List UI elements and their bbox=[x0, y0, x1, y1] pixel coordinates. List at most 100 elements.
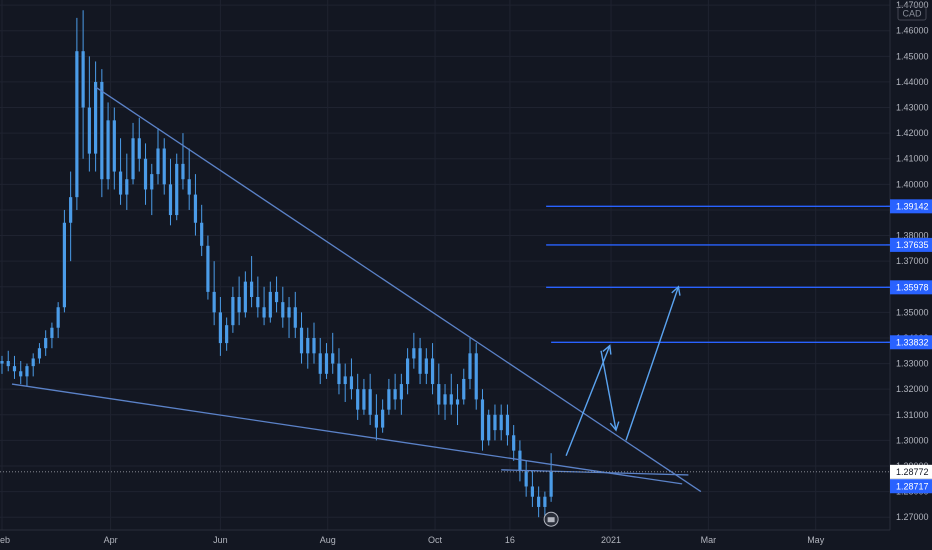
level-label-bg bbox=[890, 237, 932, 252]
candle-body bbox=[81, 51, 85, 108]
candle-body bbox=[156, 148, 160, 175]
arrow-shaft bbox=[600, 350, 617, 431]
trendlines[interactable] bbox=[11, 86, 702, 493]
level-label-bg bbox=[890, 335, 932, 350]
candle-body bbox=[418, 348, 422, 374]
candle-body bbox=[493, 414, 497, 431]
candle-body bbox=[56, 307, 60, 328]
y-tick-label: 1.44000 bbox=[896, 77, 929, 87]
candle-body bbox=[455, 399, 460, 405]
candle-body bbox=[212, 291, 216, 313]
arrow-head bbox=[602, 344, 612, 355]
candle-body bbox=[306, 337, 310, 354]
candle-body bbox=[100, 81, 104, 180]
candle-body bbox=[499, 414, 503, 431]
y-tick-label: 1.40000 bbox=[896, 179, 929, 189]
y-tick-label: 1.47000 bbox=[896, 0, 929, 10]
candle-body bbox=[293, 307, 297, 328]
candle-body bbox=[399, 384, 403, 400]
event-marker-glyph bbox=[547, 517, 555, 523]
candle-body bbox=[443, 394, 447, 405]
candle-body bbox=[200, 222, 204, 246]
candle-body bbox=[424, 358, 428, 374]
candle-body bbox=[262, 307, 266, 318]
x-tick-label: 2021 bbox=[601, 535, 621, 545]
candle-body bbox=[349, 376, 354, 390]
candle-body bbox=[25, 366, 29, 377]
x-tick-label: Apr bbox=[104, 535, 118, 545]
y-tick-label: 1.45000 bbox=[896, 51, 929, 61]
candle-body bbox=[0, 361, 4, 364]
currency-badge[interactable]: CAD bbox=[897, 5, 927, 21]
candle-body bbox=[512, 435, 516, 451]
candle-body bbox=[143, 158, 148, 190]
candle-body bbox=[530, 486, 534, 497]
candle-body bbox=[125, 179, 129, 195]
grid-lines bbox=[0, 0, 890, 530]
candle-body bbox=[31, 358, 35, 367]
candle-body bbox=[131, 138, 135, 180]
candle-body bbox=[268, 291, 272, 318]
candle-body bbox=[287, 307, 291, 318]
level-lines[interactable] bbox=[546, 205, 890, 343]
candle-body bbox=[537, 496, 541, 507]
candle-body bbox=[387, 389, 391, 410]
current-price-label-bg bbox=[890, 464, 932, 479]
candle-body bbox=[225, 325, 229, 344]
candle-body bbox=[505, 414, 510, 436]
arrow-head bbox=[671, 285, 681, 296]
candle-body bbox=[168, 184, 173, 216]
candle-body bbox=[187, 179, 191, 195]
currency-label: CAD bbox=[902, 9, 922, 19]
y-tick-label: 1.42000 bbox=[896, 128, 929, 138]
candle-body bbox=[62, 222, 66, 308]
candle-body bbox=[274, 291, 279, 303]
candle-body bbox=[112, 120, 116, 172]
x-tick-label: Mar bbox=[701, 535, 717, 545]
candle-body bbox=[256, 297, 260, 308]
x-tick-label: May bbox=[807, 535, 825, 545]
candle-body bbox=[543, 496, 547, 507]
candle-body bbox=[243, 281, 247, 313]
x-tick-label: Jun bbox=[213, 535, 228, 545]
trendline bbox=[501, 469, 689, 476]
candle-body bbox=[218, 312, 222, 344]
y-tick-label: 1.32000 bbox=[896, 384, 929, 394]
candle-body bbox=[412, 348, 416, 359]
candles bbox=[0, 10, 553, 523]
trendline bbox=[95, 86, 702, 493]
candle-body bbox=[462, 378, 466, 400]
candle-body bbox=[468, 353, 472, 379]
time-axis[interactable]: eb Apr Jun Aug Oct 16 2021 Mar May bbox=[0, 535, 825, 545]
candle-body bbox=[312, 337, 316, 354]
y-tick-label: 1.33000 bbox=[896, 359, 929, 369]
projection-arrows[interactable] bbox=[565, 285, 681, 457]
candle-body bbox=[356, 389, 360, 410]
level-label: 1.33832 bbox=[896, 337, 929, 347]
low-marker-label: 1.28717 bbox=[896, 481, 929, 491]
candle-body bbox=[231, 297, 235, 326]
candle-body bbox=[193, 194, 198, 223]
candle-body bbox=[406, 358, 410, 385]
current-price-label: 1.28772 bbox=[896, 467, 929, 477]
price-axis[interactable]: 1.270001.280001.290001.300001.310001.320… bbox=[896, 0, 929, 522]
candle-body bbox=[437, 384, 441, 405]
dividend-marker[interactable] bbox=[543, 511, 559, 527]
candle-body bbox=[6, 361, 10, 367]
candle-body bbox=[474, 353, 478, 400]
trendline bbox=[11, 383, 683, 485]
candle-body bbox=[87, 107, 91, 154]
x-tick-label: Aug bbox=[320, 535, 336, 545]
x-tick-label: 16 bbox=[505, 535, 515, 545]
candle-body bbox=[324, 353, 329, 374]
y-tick-label: 1.30000 bbox=[896, 435, 929, 445]
level-label-bg bbox=[890, 280, 932, 295]
candle-body bbox=[368, 389, 372, 415]
candle-body bbox=[137, 138, 141, 159]
candle-body bbox=[362, 389, 366, 410]
candle-body bbox=[75, 51, 79, 198]
candle-body bbox=[299, 327, 304, 354]
